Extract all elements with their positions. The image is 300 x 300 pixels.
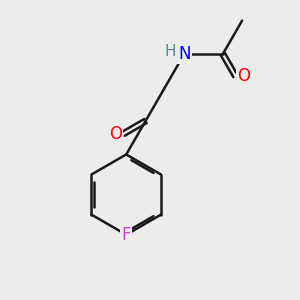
Text: H: H xyxy=(164,44,176,59)
Text: O: O xyxy=(109,124,122,142)
Text: O: O xyxy=(237,67,250,85)
Text: F: F xyxy=(122,226,131,244)
Text: N: N xyxy=(178,45,190,63)
